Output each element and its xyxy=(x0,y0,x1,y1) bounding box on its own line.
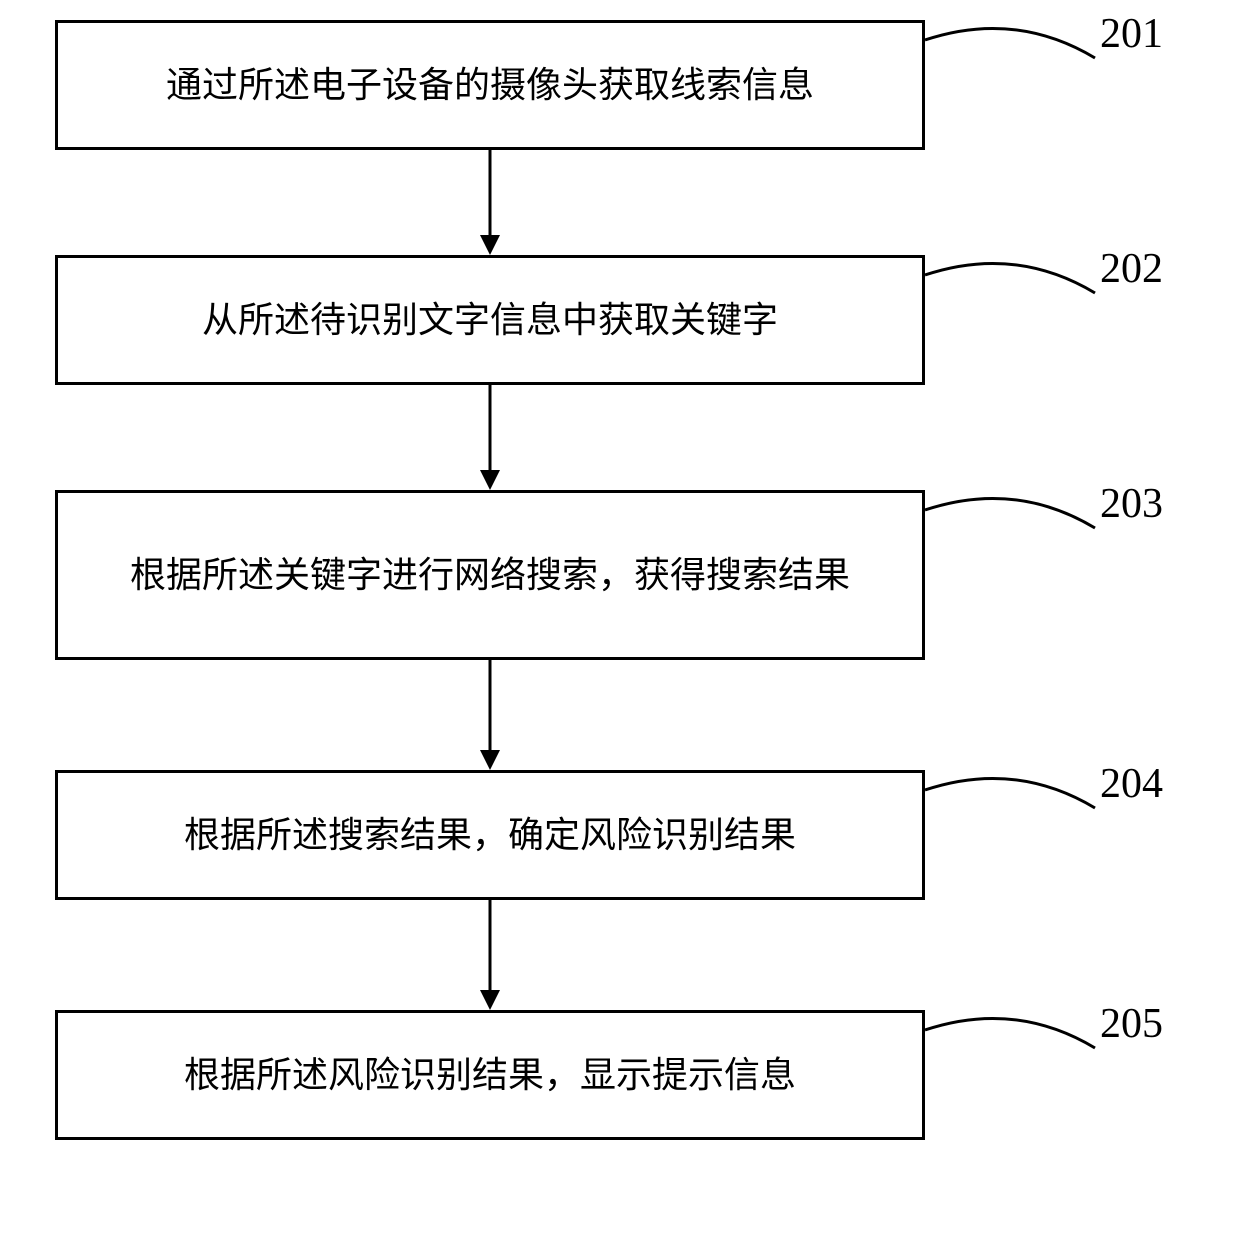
step-label-201: 201 xyxy=(1100,10,1163,58)
arrow-4-5 xyxy=(475,900,505,1010)
step-text: 通过所述电子设备的摄像头获取线索信息 xyxy=(166,58,814,112)
step-box-203: 根据所述关键字进行网络搜索，获得搜索结果 xyxy=(55,490,925,660)
step-text: 根据所述搜索结果，确定风险识别结果 xyxy=(184,808,796,862)
connector-201 xyxy=(925,18,1100,78)
connector-202 xyxy=(925,253,1100,313)
step-label-204: 204 xyxy=(1100,760,1163,808)
step-text: 根据所述风险识别结果，显示提示信息 xyxy=(184,1048,796,1102)
step-label-203: 203 xyxy=(1100,480,1163,528)
connector-205 xyxy=(925,1008,1100,1068)
step-box-205: 根据所述风险识别结果，显示提示信息 xyxy=(55,1010,925,1140)
arrow-2-3 xyxy=(475,385,505,490)
arrow-1-2 xyxy=(475,150,505,255)
flowchart-container: 通过所述电子设备的摄像头获取线索信息 201 从所述待识别文字信息中获取关键字 … xyxy=(0,0,1240,1243)
step-box-204: 根据所述搜索结果，确定风险识别结果 xyxy=(55,770,925,900)
step-text: 根据所述关键字进行网络搜索，获得搜索结果 xyxy=(130,548,850,602)
step-label-202: 202 xyxy=(1100,245,1163,293)
step-box-201: 通过所述电子设备的摄像头获取线索信息 xyxy=(55,20,925,150)
step-label-205: 205 xyxy=(1100,1000,1163,1048)
connector-204 xyxy=(925,768,1100,828)
arrow-3-4 xyxy=(475,660,505,770)
step-box-202: 从所述待识别文字信息中获取关键字 xyxy=(55,255,925,385)
step-text: 从所述待识别文字信息中获取关键字 xyxy=(202,293,778,347)
connector-203 xyxy=(925,488,1100,548)
